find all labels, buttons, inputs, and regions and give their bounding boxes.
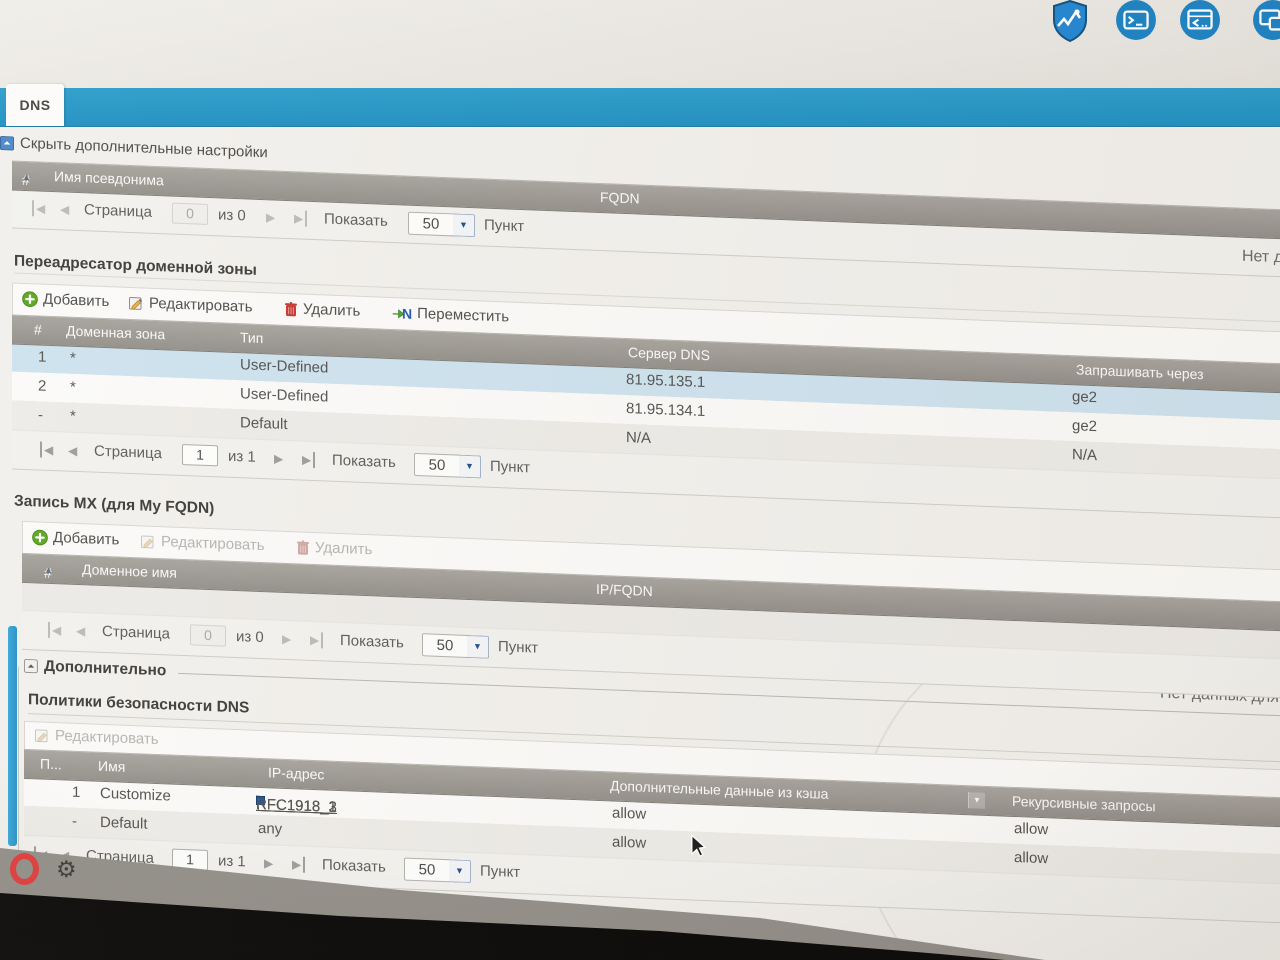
page-size-select[interactable]: 50 — [422, 633, 468, 658]
mx-col-ipfqdn[interactable]: IP/FQDN — [596, 580, 653, 600]
items-label: Пункт — [480, 862, 521, 881]
last-page-icon[interactable]: ▶ — [302, 451, 316, 469]
advanced-label: Дополнительно — [44, 657, 167, 680]
items-label: Пункт — [490, 457, 531, 477]
advanced-collapse-toggle[interactable]: Дополнительно — [24, 657, 166, 680]
edit-pencil-icon — [35, 728, 48, 742]
page-label: Страница — [102, 622, 170, 643]
forwarder-col-zone[interactable]: Доменная зона — [66, 322, 166, 343]
select-dropdown-icon[interactable]: ▼ — [453, 213, 475, 238]
move-arrow-n-icon: N — [392, 305, 412, 321]
collapse-blue-icon — [0, 135, 14, 151]
forwarder-section-title: Переадресатор доменной зоны — [14, 252, 257, 279]
toggle-advanced-label: Скрыть дополнительные настройки — [20, 134, 268, 162]
show-label: Показать — [340, 632, 404, 652]
last-page-icon[interactable]: ▶ — [310, 631, 324, 649]
policies-col-name[interactable]: Имя — [98, 757, 126, 775]
add-plus-icon — [22, 290, 38, 307]
forwarder-delete-button[interactable]: Удалить — [284, 300, 360, 320]
settings-gear-icon[interactable]: ⚙ — [56, 856, 77, 882]
edit-pencil-icon — [129, 296, 143, 310]
browser-chrome — [0, 0, 1280, 88]
select-dropdown-icon[interactable]: ▼ — [467, 634, 489, 659]
sitemap-windows-icon[interactable] — [1252, 0, 1280, 41]
page-number-input[interactable]: 0 — [190, 624, 226, 647]
mx-add-button[interactable]: Добавить — [32, 528, 119, 549]
forwarder-col-server[interactable]: Сервер DNS — [628, 344, 710, 364]
policies-col-ip[interactable]: IP-адрес — [268, 764, 325, 783]
prev-page-icon[interactable]: ◀ — [60, 202, 70, 217]
cli-terminal-icon[interactable] — [1115, 0, 1157, 41]
trash-icon — [285, 301, 297, 316]
toggle-advanced-settings[interactable]: Скрыть дополнительные настройки — [0, 134, 268, 161]
page-of-label: из 0 — [218, 206, 246, 225]
page-label: Страница — [94, 442, 162, 463]
policies-col-priority[interactable]: П... — [40, 755, 62, 773]
last-page-icon[interactable]: ▶ — [294, 210, 308, 227]
next-page-icon[interactable]: ▶ — [264, 856, 274, 871]
show-label: Показать — [322, 856, 386, 876]
collapse-box-icon — [24, 658, 38, 674]
page-number-input[interactable]: 1 — [182, 443, 218, 467]
page-number-input[interactable]: 0 — [172, 202, 208, 225]
page-size-select[interactable]: 50 — [404, 857, 450, 883]
sort-asc-icon: ▲ — [44, 564, 53, 576]
reference-window-icon[interactable] — [1179, 0, 1221, 41]
rfc1918-3-link[interactable]: RFC1918_3 — [256, 795, 337, 816]
policies-edit-button[interactable]: Редактировать — [34, 726, 159, 748]
mx-delete-button[interactable]: Удалить — [296, 538, 372, 558]
select-dropdown-icon[interactable]: ▼ — [449, 859, 471, 884]
page-of-label: из 0 — [236, 628, 264, 647]
mx-section-title: Запись MX (для My FQDN) — [14, 492, 215, 518]
forwarder-move-button[interactable]: N Переместить — [392, 304, 509, 326]
opera-logo-icon[interactable] — [10, 853, 39, 885]
forwarder-col-via[interactable]: Запрашивать через — [1076, 361, 1204, 383]
select-dropdown-icon[interactable]: ▼ — [459, 454, 481, 479]
prev-page-icon[interactable]: ◀ — [76, 623, 86, 639]
fieldset-left-border — [18, 666, 19, 857]
prev-page-icon[interactable]: ◀ — [68, 443, 78, 458]
last-page-icon[interactable]: ▶ — [292, 856, 306, 873]
first-page-icon[interactable]: ◀ — [32, 200, 46, 217]
first-page-icon[interactable]: ◀ — [40, 441, 54, 459]
securereporter-shield-icon[interactable] — [1049, 0, 1091, 43]
sidebar-scroll-strip[interactable] — [8, 626, 17, 846]
page-header-bar: DNS — [0, 84, 1280, 127]
policies-col-cache[interactable]: Дополнительные данные из кэша — [610, 777, 829, 802]
mouse-cursor — [690, 833, 707, 863]
items-label: Пункт — [498, 638, 539, 657]
mx-edit-button[interactable]: Редактировать — [140, 532, 265, 554]
first-page-icon[interactable]: ◀ — [48, 621, 62, 639]
forwarder-add-button[interactable]: Добавить — [22, 290, 109, 310]
forwarder-col-num[interactable]: # — [34, 321, 42, 338]
items-label: Пункт — [484, 216, 525, 236]
policies-col-recursive[interactable]: Рекурсивные запросы — [1012, 792, 1156, 815]
trash-icon — [297, 539, 309, 555]
page-size-select[interactable]: 50 — [414, 452, 460, 478]
page-of-label: из 1 — [218, 852, 246, 871]
page-label: Страница — [84, 201, 152, 221]
alias-col-name[interactable]: Имя псевдонима — [54, 168, 164, 189]
column-menu-icon[interactable]: ▼ — [968, 792, 985, 809]
sort-asc-icon: ▲ — [22, 171, 31, 183]
next-page-icon[interactable]: ▶ — [274, 451, 284, 466]
page-number-input[interactable]: 1 — [172, 848, 208, 871]
page-of-label: из 1 — [228, 447, 256, 466]
tab-dns[interactable]: DNS — [6, 84, 64, 126]
next-page-icon[interactable]: ▶ — [282, 631, 292, 647]
forwarder-edit-button[interactable]: Редактировать — [128, 294, 253, 316]
next-page-icon[interactable]: ▶ — [266, 210, 276, 225]
page-size-select[interactable]: 50 — [408, 211, 454, 237]
page-label: Страница — [86, 847, 154, 867]
show-label: Показать — [332, 451, 396, 472]
edit-pencil-icon — [141, 534, 154, 548]
show-label: Показать — [324, 210, 388, 230]
forwarder-col-type[interactable]: Тип — [240, 329, 264, 347]
mx-col-domain[interactable]: Доменное имя — [82, 561, 177, 581]
add-plus-icon — [32, 529, 48, 545]
alias-col-fqdn[interactable]: FQDN — [600, 189, 640, 207]
